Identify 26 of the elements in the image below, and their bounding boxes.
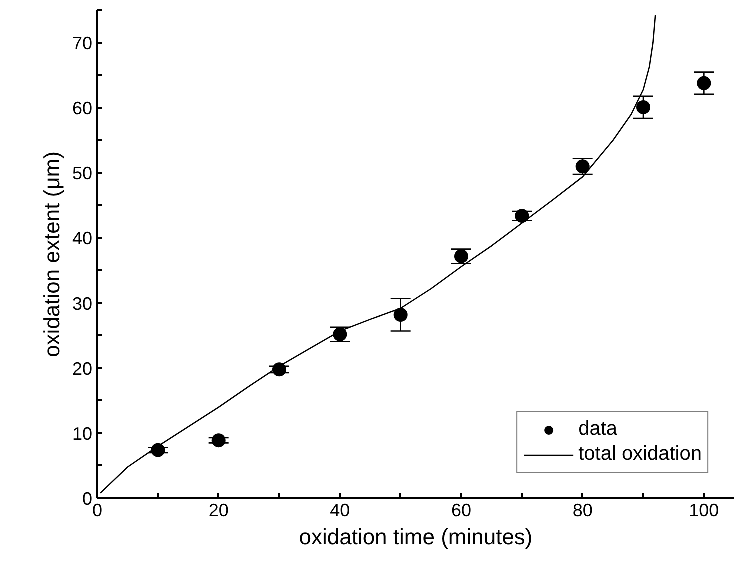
y-tick-label: 40: [72, 228, 93, 249]
x-tick-label: 60: [451, 500, 472, 520]
y-tick-label: 20: [72, 358, 93, 379]
point: [636, 100, 650, 114]
y-tick-label: 30: [72, 294, 93, 314]
point: [454, 249, 468, 264]
point: [515, 209, 530, 224]
y-tick-label: 60: [72, 98, 93, 119]
x-tick-label: 20: [208, 500, 229, 520]
point: [151, 443, 166, 458]
x-tick-label: 40: [330, 500, 350, 520]
point: [272, 362, 286, 377]
point: [394, 308, 408, 322]
y-tick-label: 10: [72, 424, 93, 444]
legend-label: data: [578, 418, 618, 441]
legend-label: total oxidation: [578, 443, 702, 466]
y-axis-title: oxidation extent (μm): [39, 152, 64, 358]
y-tick-label: 50: [72, 164, 93, 184]
point: [333, 328, 348, 342]
x-tick-label: 80: [572, 500, 593, 520]
y-tick-label: 70: [72, 34, 93, 54]
point: [697, 76, 712, 90]
point: [576, 160, 590, 174]
point: [212, 434, 226, 448]
x-tick-label: 100: [689, 500, 720, 520]
x-axis-title: oxidation time (minutes): [299, 524, 533, 550]
